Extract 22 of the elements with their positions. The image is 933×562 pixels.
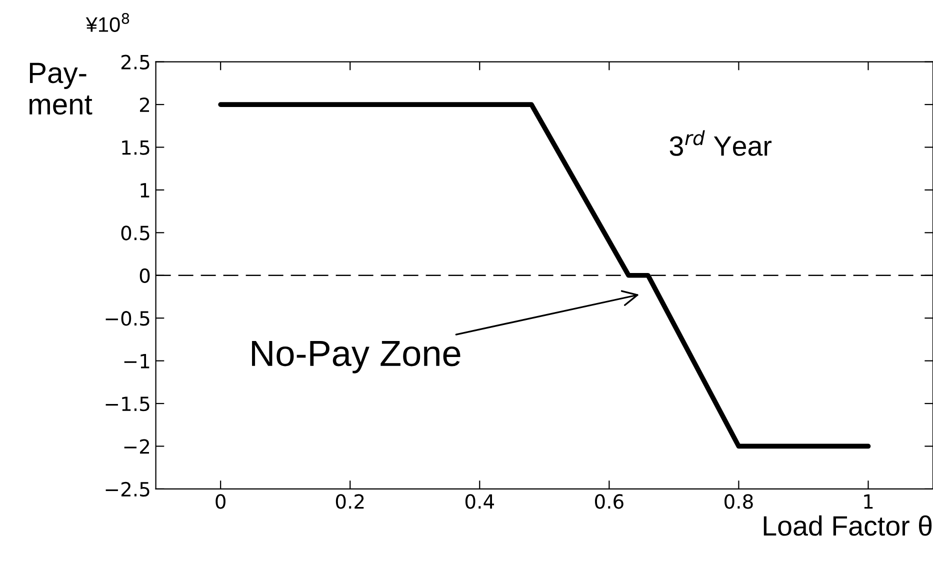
y-tick-label: −1 xyxy=(124,354,150,368)
annotation: No-Pay Zone xyxy=(252,341,460,374)
x-tick-label: 0.2 xyxy=(336,494,364,509)
y-tick-label: 1 xyxy=(140,183,150,198)
x-tick-label: 0.8 xyxy=(724,494,753,509)
y-tick-label: −2.5 xyxy=(106,482,150,497)
x-axis-title: Load Factor θ xyxy=(764,515,932,536)
y-tick-label: 2.5 xyxy=(121,54,150,70)
x-tick-label: 1 xyxy=(864,494,873,509)
y-axis-title: Pay- ment xyxy=(30,62,92,115)
y-tick-label: 0.5 xyxy=(121,226,150,240)
x-tick-label: 0.4 xyxy=(465,494,494,509)
y-tick-label: −0.5 xyxy=(106,311,150,326)
x-tick-label: 0 xyxy=(216,494,226,509)
y-tick-label: −1.5 xyxy=(106,396,150,412)
y-tick-label: 2 xyxy=(140,97,149,112)
y-tick-label: −2 xyxy=(124,439,149,454)
annotation: 3$^{rd}$ Year xyxy=(670,130,772,156)
y-tick-label: 1.5 xyxy=(122,140,150,155)
y-tick-label: 0 xyxy=(140,268,150,284)
text: ¥10$^{8}$ xyxy=(86,12,130,32)
x-tick-label: 0.6 xyxy=(594,494,624,509)
